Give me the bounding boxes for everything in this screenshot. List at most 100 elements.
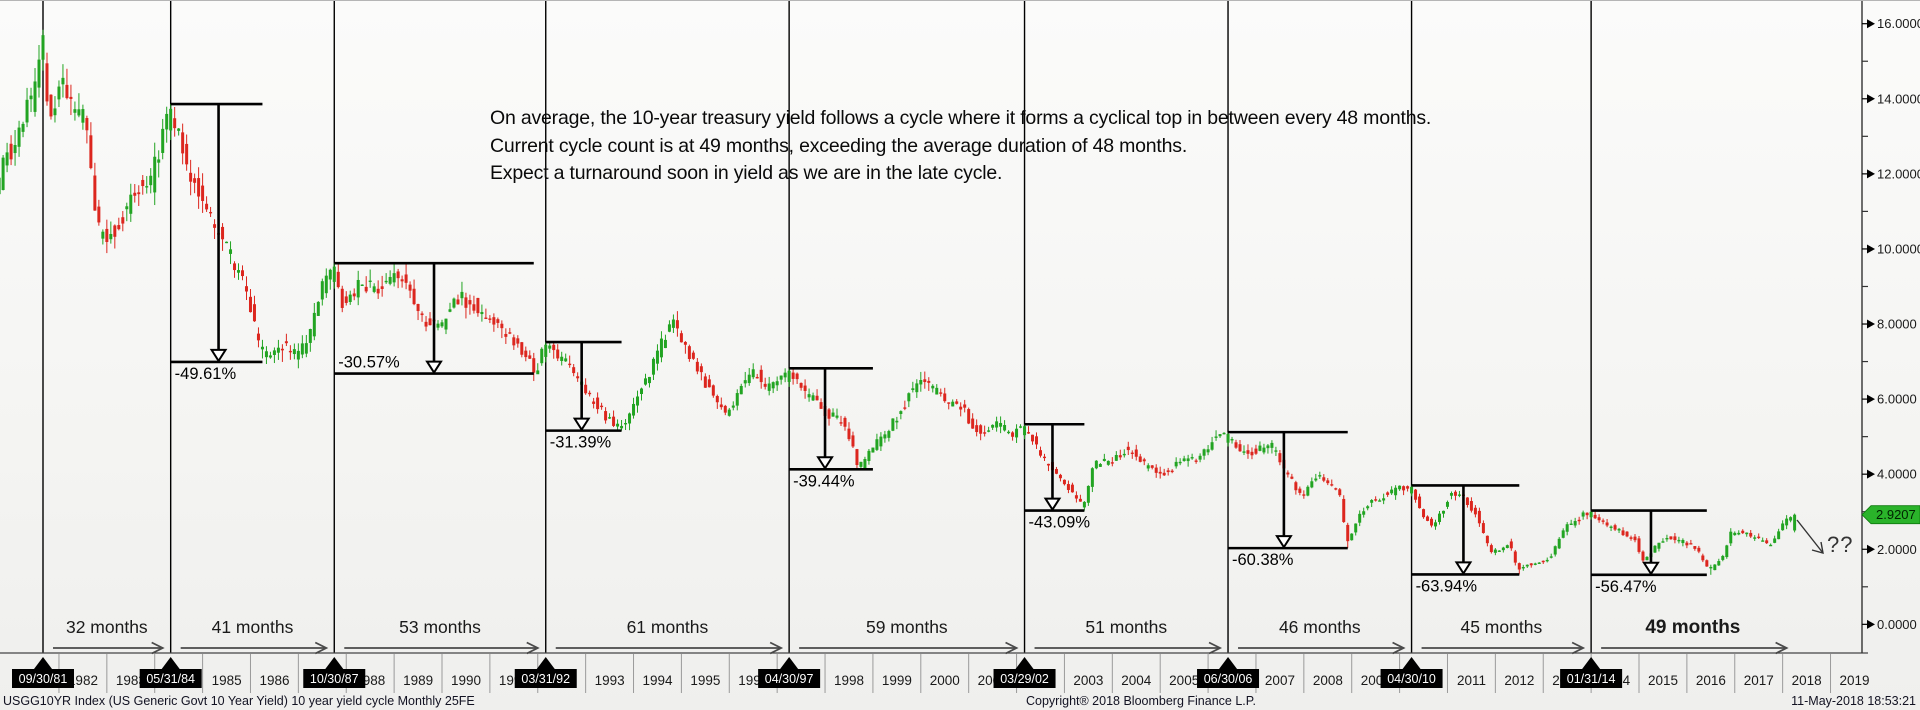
cycle-span-arrowhead-icon [151, 641, 165, 655]
candlestick [552, 344, 556, 351]
security-description: USGG10YR Index (US Generic Govt 10 Year … [3, 694, 475, 708]
last-price-badge [1861, 505, 1920, 525]
candlestick [592, 401, 596, 404]
candlestick [1410, 486, 1414, 494]
candlestick [121, 217, 125, 224]
cycle-span-arrowhead-icon [1208, 641, 1223, 655]
candlestick [1023, 426, 1027, 436]
cycle-date-marker-icon [1582, 657, 1601, 669]
candlestick [444, 318, 448, 330]
candlestick [544, 344, 548, 357]
candlestick [1154, 467, 1158, 473]
candlestick [1210, 442, 1214, 450]
candlestick [939, 392, 943, 394]
candlestick [241, 270, 244, 277]
candlestick [1521, 567, 1525, 569]
candlestick [679, 333, 683, 343]
candlestick [1653, 545, 1657, 553]
candlestick [248, 296, 252, 313]
candlestick [213, 224, 217, 228]
candlestick [1011, 432, 1015, 437]
candlestick [1581, 512, 1585, 517]
candlestick [891, 418, 895, 431]
candlestick [193, 178, 197, 183]
candlestick [97, 206, 101, 223]
candlestick [328, 269, 332, 280]
candlestick [1481, 523, 1485, 534]
x-axis-year-label: 2003 [1073, 673, 1103, 688]
cycle-date-chip-label: 05/31/84 [146, 672, 195, 686]
candlestick [1174, 461, 1178, 467]
candlestick [93, 175, 97, 211]
candlestick [1062, 479, 1066, 485]
candlestick [1685, 542, 1689, 546]
x-axis-year-label: 1983 [116, 673, 146, 688]
candlestick [237, 270, 241, 273]
cycle-date-chip [139, 669, 202, 688]
candlestick [727, 409, 731, 416]
candlestick [1318, 475, 1322, 477]
candlestick [1146, 465, 1150, 469]
candlestick [839, 422, 843, 424]
analyst-note-line3: Expect a turnaround soon in yield as we … [490, 162, 1003, 184]
candlestick [1330, 484, 1334, 486]
candlestick [1697, 547, 1701, 552]
analyst-note-line1: On average, the 10-year treasury yield f… [490, 107, 1432, 129]
candlestick [45, 63, 49, 102]
candlestick [1134, 449, 1138, 457]
decline-percent-label: -56.47% [1595, 578, 1657, 596]
candlestick [512, 337, 516, 346]
candlestick [464, 297, 468, 308]
candlestick [1066, 484, 1070, 490]
candlestick [452, 298, 456, 308]
candlestick [711, 385, 715, 396]
candlestick [1186, 458, 1190, 462]
candlestick [472, 304, 476, 311]
candlestick [1657, 542, 1661, 549]
candlestick [372, 286, 376, 292]
candlestick [811, 395, 815, 401]
candlestick [831, 412, 835, 417]
cycle-span-label: 51 months [1085, 617, 1167, 637]
candlestick [268, 355, 272, 358]
candlestick [1254, 448, 1258, 454]
candlestick [1394, 487, 1398, 496]
candlestick [1406, 486, 1410, 489]
decline-arrowhead-icon [1454, 561, 1473, 576]
candlestick [29, 95, 33, 100]
candlestick [440, 322, 444, 327]
candlestick [1378, 500, 1382, 502]
y-axis-tick-label: 6.0000 [1877, 392, 1917, 407]
candlestick [667, 324, 671, 332]
candlestick [129, 194, 133, 214]
candlestick [153, 156, 157, 193]
candlestick [233, 263, 237, 271]
candlestick [1058, 474, 1062, 479]
x-axis-year-label: 2019 [1839, 673, 1869, 688]
candlestick [1250, 451, 1254, 456]
candlestick [1777, 531, 1781, 540]
candlestick [264, 351, 268, 358]
candlestick [436, 323, 440, 328]
candlestick [1138, 456, 1142, 462]
candlestick [1557, 538, 1561, 549]
candlestick [1334, 488, 1338, 490]
candlestick [460, 291, 464, 299]
y-axis-tick-arrow-icon [1867, 94, 1875, 104]
copyright-text: Copyright® 2018 Bloomberg Finance L.P. [1026, 694, 1256, 708]
candlestick [221, 226, 225, 240]
candlestick [739, 385, 743, 395]
candlestick [332, 266, 336, 282]
candlestick [560, 356, 564, 361]
candlestick [1350, 533, 1354, 541]
candlestick [743, 380, 747, 384]
candlestick [1541, 560, 1545, 563]
candlestick [1142, 459, 1146, 462]
candlestick [272, 350, 276, 355]
candlestick [608, 417, 612, 419]
candlestick [1166, 470, 1170, 473]
candlestick [1078, 498, 1082, 502]
candlestick [915, 383, 919, 393]
candlestick [376, 288, 380, 294]
